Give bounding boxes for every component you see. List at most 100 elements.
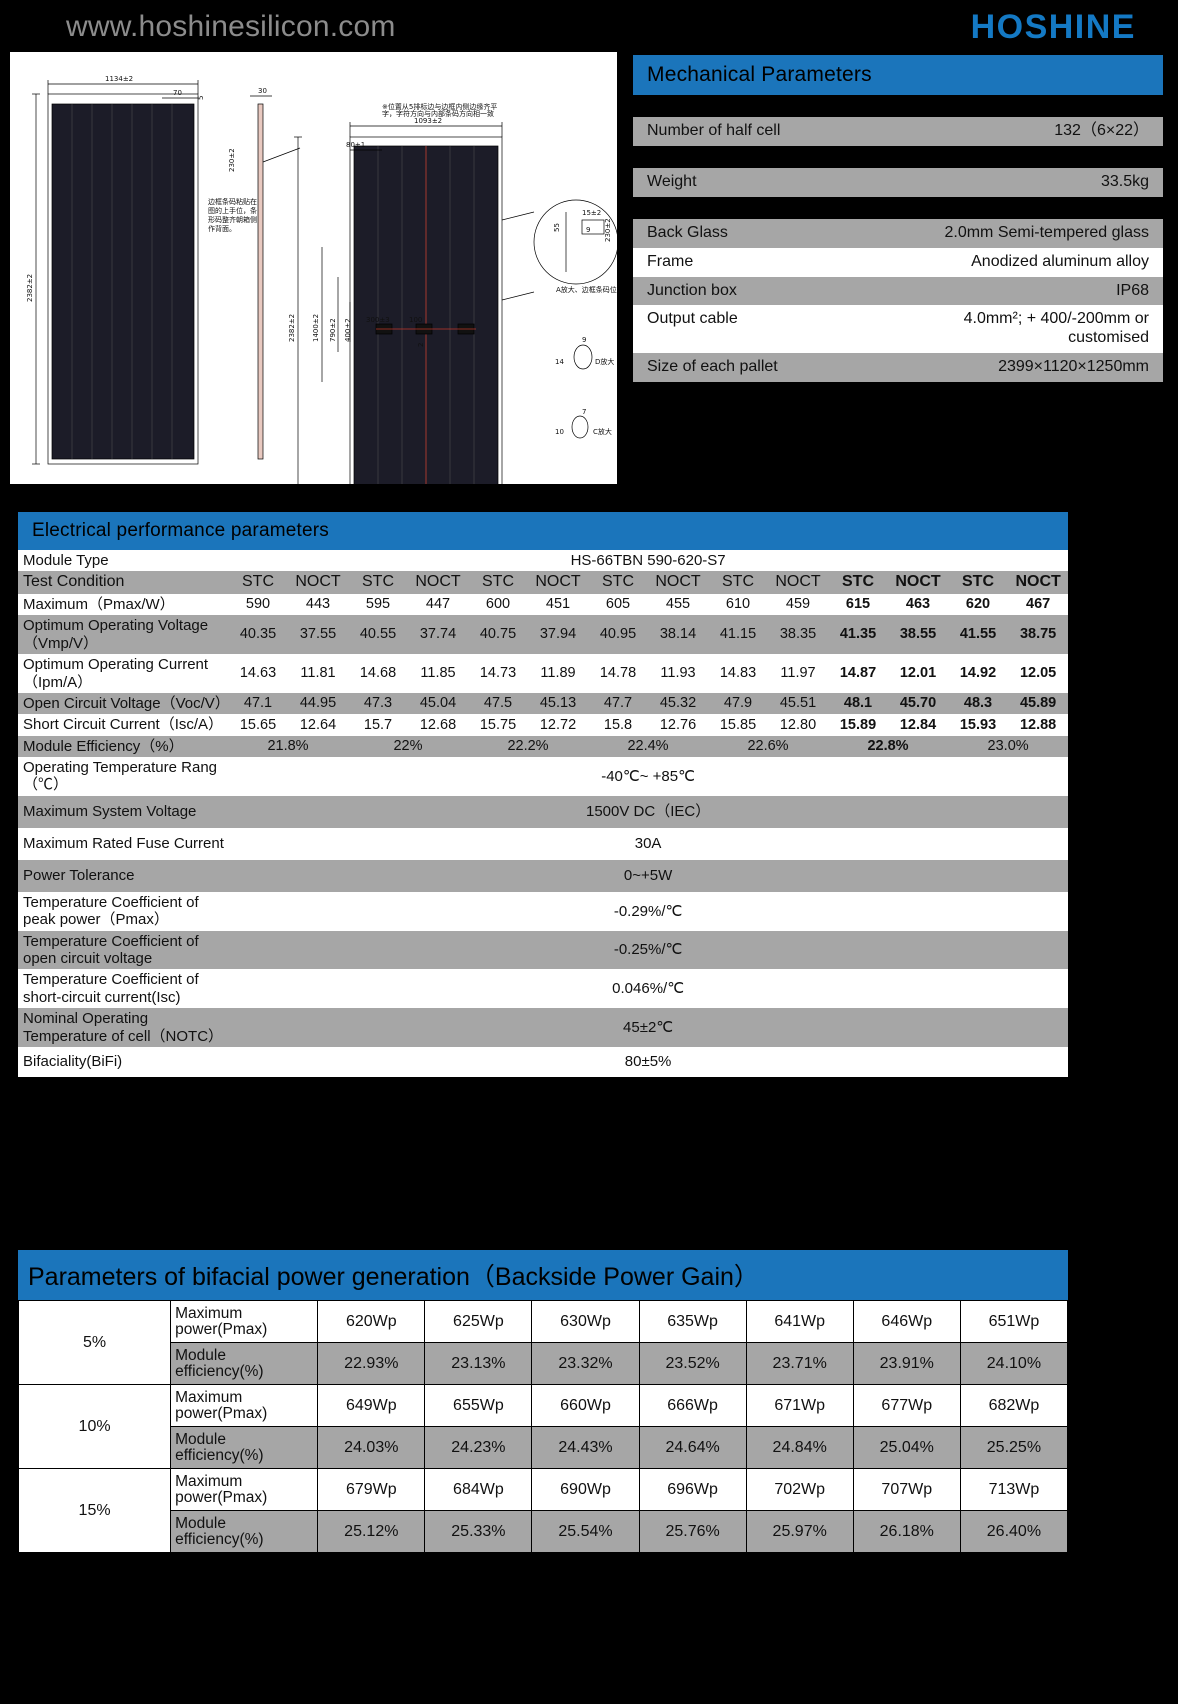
svg-text:※位置从5排标边与边框内侧边缘齐平: ※位置从5排标边与边框内侧边缘齐平 <box>382 102 497 111</box>
param-label: Temperature Coefficient of peak power（Pm… <box>18 891 228 931</box>
param-value: 15.7 <box>348 714 408 736</box>
bifacial-value: 641Wp <box>745 1300 854 1343</box>
bifacial-parameters-panel: Parameters of bifacial power generation（… <box>17 1250 1069 1553</box>
mechanical-title: Mechanical Parameters <box>633 55 1163 95</box>
param-value: 41.35 <box>828 615 888 655</box>
param-value: 451 <box>528 593 588 616</box>
bifacial-value: 24.23% <box>424 1426 533 1469</box>
efficiency-value: 22.8% <box>828 735 948 758</box>
param-value: 11.89 <box>528 654 588 693</box>
test-condition-cell: NOCT <box>528 571 588 594</box>
table-row-notc: Nominal Operating Temperature of cell（NO… <box>18 1008 1069 1047</box>
param-value: -0.29%/℃ <box>228 891 1069 931</box>
mech-row-frame: Frame Anodized aluminum alloy <box>633 247 1163 277</box>
table-row-bifacial-pmax-15: 15% Maximum power(Pmax) 679Wp 684Wp 690W… <box>17 1468 1069 1553</box>
param-value: 41.55 <box>948 615 1008 655</box>
test-condition-cell: STC <box>468 571 528 594</box>
svg-text:300±3: 300±3 <box>366 316 390 324</box>
param-value: 14.92 <box>948 654 1008 693</box>
table-row-isc: Short Circuit Current（Isc/A） 15.65 12.64… <box>18 714 1069 736</box>
bifacial-value: 24.64% <box>638 1426 747 1469</box>
gain-label: 5% <box>17 1300 172 1385</box>
mech-row-pallet-size: Size of each pallet 2399×1120×1250mm <box>633 353 1163 382</box>
table-row-test-condition: Test Condition STC NOCT STC NOCT STC NOC… <box>18 571 1069 594</box>
mechanical-parameters-panel: Mechanical Parameters Number of half cel… <box>633 55 1163 382</box>
param-label: Bifaciality(BiFi) <box>18 1046 228 1077</box>
param-value: 47.9 <box>708 692 768 715</box>
mech-key: Weight <box>647 172 697 190</box>
param-value: 11.81 <box>288 654 348 693</box>
param-value: 37.55 <box>288 615 348 655</box>
bifacial-value: 684Wp <box>424 1468 533 1511</box>
mech-value: 33.5kg <box>1100 172 1149 190</box>
bifacial-value: 677Wp <box>852 1384 961 1427</box>
param-value: 37.74 <box>408 615 468 655</box>
mechanical-drawing-panel: 1134±2 70 5 30 230±2 1093±2 80±1 2382±2 … <box>10 52 617 484</box>
test-condition-cell: STC <box>348 571 408 594</box>
svg-text:9: 9 <box>582 336 586 344</box>
param-value: 40.35 <box>228 615 288 655</box>
mech-value: 4.0mm²; + 400/-200mm or customised <box>963 310 1149 347</box>
bifacial-value: 625Wp <box>424 1300 533 1343</box>
gain-label: 15% <box>17 1468 172 1553</box>
bifacial-value: 25.97% <box>745 1510 854 1553</box>
bifacial-value: 690Wp <box>531 1468 640 1511</box>
test-condition-cell: NOCT <box>888 571 948 594</box>
param-value: 463 <box>888 593 948 616</box>
param-value: 38.14 <box>648 615 708 655</box>
mech-key: Junction box <box>647 281 737 299</box>
bifacial-value: 651Wp <box>959 1300 1069 1343</box>
svg-text:2: 2 <box>417 343 425 347</box>
table-row-tc-pmax: Temperature Coefficient of peak power（Pm… <box>18 891 1069 931</box>
param-label: Temperature Coefficient of open circuit … <box>18 930 228 970</box>
svg-text:80±1: 80±1 <box>346 141 365 149</box>
svg-text:70: 70 <box>173 89 182 97</box>
bifacial-value: 24.43% <box>531 1426 640 1469</box>
param-value: 45.32 <box>648 692 708 715</box>
param-value: 15.93 <box>948 714 1008 736</box>
mech-key: Size of each pallet <box>647 358 778 376</box>
bifacial-table: 5% Maximum power(Pmax) 620Wp 625Wp 630Wp… <box>17 1300 1069 1553</box>
param-value: 15.75 <box>468 714 528 736</box>
efficiency-value: 22.6% <box>708 735 828 758</box>
mech-value: IP68 <box>1116 281 1149 299</box>
svg-text:D放大: D放大 <box>595 357 614 366</box>
param-value: -40℃~ +85℃ <box>228 757 1069 796</box>
svg-text:14: 14 <box>555 358 564 366</box>
param-value: 45.04 <box>408 692 468 715</box>
param-label: Maximum（Pmax/W） <box>18 593 228 616</box>
mech-key: Output cable <box>647 310 738 328</box>
test-condition-cell: STC <box>828 571 888 594</box>
bifacial-value: 671Wp <box>745 1384 854 1427</box>
spacer <box>633 145 1163 168</box>
param-value: 12.84 <box>888 714 948 736</box>
mech-value: 132（6×22） <box>1054 122 1149 139</box>
mech-row-back-glass: Back Glass 2.0mm Semi-tempered glass <box>633 218 1163 248</box>
mech-row-half-cell: Number of half cell 132（6×22） <box>633 117 1163 146</box>
svg-text:图的上手位，条: 图的上手位，条 <box>208 206 257 215</box>
param-label: Short Circuit Current（Isc/A） <box>18 714 228 736</box>
svg-text:2382±2: 2382±2 <box>288 314 296 342</box>
efficiency-value: 22% <box>348 735 468 758</box>
param-label: Temperature Coefficient of short-circuit… <box>18 969 228 1009</box>
svg-text:5: 5 <box>197 96 205 100</box>
metric-label: Module efficiency(%) <box>170 1426 319 1469</box>
param-value: 14.87 <box>828 654 888 693</box>
test-condition-cell: STC <box>708 571 768 594</box>
param-value: 447 <box>408 593 468 616</box>
svg-text:9: 9 <box>586 226 590 234</box>
table-row-bifacial-pmax-5: 5% Maximum power(Pmax) 620Wp 625Wp 630Wp… <box>17 1300 1069 1385</box>
mech-row-junction-box: Junction box IP68 <box>633 276 1163 306</box>
test-condition-label: Test Condition <box>18 571 228 594</box>
param-value: 11.93 <box>648 654 708 693</box>
param-label: Open Circuit Voltage（Voc/V） <box>18 692 230 715</box>
bifacial-value: 24.03% <box>317 1426 426 1469</box>
param-value: 595 <box>348 593 408 616</box>
param-value: 48.1 <box>828 692 888 715</box>
param-value: 47.7 <box>588 692 648 715</box>
bifacial-value: 25.33% <box>424 1510 533 1553</box>
electrical-parameters-panel: Electrical performance parameters Module… <box>18 512 1069 1077</box>
bifacial-value: 26.40% <box>959 1510 1069 1553</box>
hoshine-logo: HOSHINE <box>970 8 1136 46</box>
table-row-tc-voc: Temperature Coefficient of open circuit … <box>18 930 1069 970</box>
